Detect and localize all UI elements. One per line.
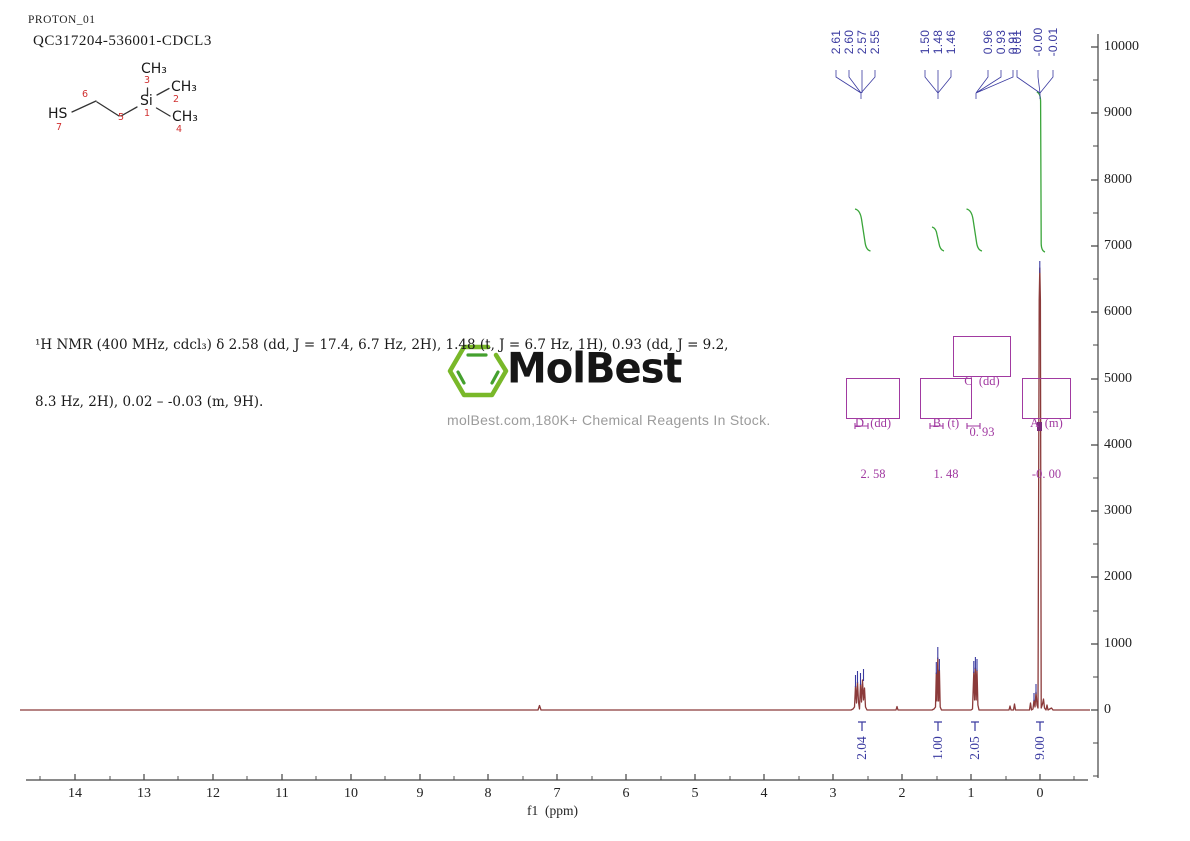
x-tick-14: 14 (68, 786, 82, 801)
nmr-assignment-text: ¹H NMR (400 MHz, cdcl₃) δ 2.58 (dd, J = … (35, 298, 728, 450)
nmr-assignment-line1: ¹H NMR (400 MHz, cdcl₃) δ 2.58 (dd, J = … (35, 337, 729, 353)
peak-label: 1.46 (944, 29, 958, 55)
atom-label-ch3-bottom: CH₃ (172, 109, 198, 125)
x-axis-title: f1 (ppm) (527, 803, 578, 818)
y-axis-minor-ticks (1093, 79, 1098, 777)
peak-label: -0.01 (1046, 27, 1060, 57)
atom-label-si: Si (140, 93, 153, 109)
integral-value-a: 9.00 (1032, 736, 1047, 760)
y-axis (1091, 34, 1099, 778)
multiplet-box-c: C (dd) 0. 93 (953, 336, 1011, 439)
molbest-brand-text: MolBest (507, 344, 683, 394)
atom-label-ch3-right: CH₃ (171, 79, 197, 95)
peak-label: 0.01 (1010, 29, 1024, 55)
multiplet-box-b: B (t) 1. 48 (920, 378, 972, 481)
integral-value-d: 2.04 (854, 736, 869, 760)
multiplet-box-d-shift: 2. 58 (860, 467, 886, 481)
multiplet-box-a-label: A (m) (1030, 416, 1063, 430)
peak-label: 2.60 (842, 29, 856, 55)
atom-number-3: 3 (144, 75, 151, 86)
multiplet-box-d: D (dd) 2. 58 (846, 378, 900, 481)
y-tick-1000: 1000 (1104, 636, 1132, 651)
sample-id: QC317204-536001-CDCL3 (33, 33, 212, 49)
y-tick-10000: 10000 (1104, 39, 1139, 54)
integral-curve-a (1036, 91, 1046, 253)
peak-label: 1.48 (931, 29, 945, 55)
x-tick-12: 12 (206, 786, 220, 801)
y-tick-6000: 6000 (1104, 304, 1132, 319)
x-axis-minor-ticks (39, 776, 1075, 780)
y-tick-2000: 2000 (1104, 569, 1132, 584)
x-tick-8: 8 (484, 786, 492, 801)
peak-label: 2.61 (829, 29, 843, 55)
x-tick-5: 5 (691, 786, 699, 801)
multiplet-box-c-label: C (dd) (964, 374, 1000, 388)
atom-number-6: 6 (82, 89, 89, 100)
integral-curve-c (966, 208, 983, 252)
multiplet-box-b-shift: 1. 48 (933, 467, 959, 481)
multiplet-box-a-shift: -0. 00 (1031, 467, 1062, 481)
integral-value-b: 1.00 (930, 736, 945, 760)
peak-label: 1.50 (918, 29, 932, 55)
x-tick-11: 11 (275, 786, 289, 801)
multiplet-box-c-shift: 0. 93 (969, 425, 995, 439)
multiplet-box-d-label: D (dd) (854, 416, 892, 430)
peak-label: 0.96 (981, 29, 995, 55)
peak-label-connectors (835, 70, 1054, 99)
x-tick-6: 6 (622, 786, 630, 801)
integral-curves (854, 91, 1046, 253)
y-tick-0: 0 (1104, 702, 1111, 717)
molbest-logo-icon (447, 344, 509, 398)
peak-pick-marks (854, 261, 1041, 701)
peak-label: 2.55 (868, 29, 882, 55)
peak-label: 2.57 (855, 29, 869, 55)
x-tick-9: 9 (416, 786, 424, 801)
x-tick-1: 1 (967, 786, 975, 801)
atom-label-hs: HS (48, 106, 68, 122)
x-tick-3: 3 (829, 786, 837, 801)
x-tick-13: 13 (137, 786, 151, 801)
integral-value-c: 2.05 (967, 736, 982, 760)
experiment-name: PROTON_01 (28, 14, 96, 26)
x-tick-10: 10 (344, 786, 358, 801)
x-tick-4: 4 (760, 786, 768, 801)
integral-curve-b (931, 226, 945, 252)
multiplet-range-brackets (854, 422, 1042, 431)
atom-label-ch3-top: CH₃ (141, 61, 167, 77)
x-axis-major-ticks (74, 774, 1041, 780)
x-tick-2: 2 (898, 786, 906, 801)
spectrum-trace (20, 267, 1090, 711)
y-tick-7000: 7000 (1104, 238, 1132, 253)
molbest-tagline: molBest.com,180K+ Chemical Reagents In S… (447, 412, 771, 428)
integral-curve-d (854, 208, 871, 252)
y-tick-3000: 3000 (1104, 503, 1132, 518)
x-tick-0: 0 (1036, 786, 1044, 801)
x-tick-7: 7 (553, 786, 561, 801)
y-tick-8000: 8000 (1104, 172, 1132, 187)
atom-number-2: 2 (173, 94, 180, 105)
nmr-assignment-line2: 8.3 Hz, 2H), 0.02 – -0.03 (m, 9H). (35, 394, 264, 410)
y-tick-4000: 4000 (1104, 437, 1132, 452)
atom-number-1: 1 (144, 108, 151, 119)
atom-number-7: 7 (56, 122, 63, 133)
integral-range-marks (858, 721, 1044, 731)
multiplet-box-a: A (m) -0. 00 (1022, 378, 1071, 481)
molecule-bonds (71, 87, 171, 117)
y-axis-major-ticks (1091, 46, 1098, 711)
y-tick-5000: 5000 (1104, 371, 1132, 386)
atom-number-4: 4 (176, 124, 183, 135)
atom-number-5: 5 (118, 112, 125, 123)
y-tick-9000: 9000 (1104, 105, 1132, 120)
peak-label: -0.00 (1031, 27, 1045, 57)
multiplet-box-b-label: B (t) (932, 416, 960, 430)
x-axis (26, 774, 1088, 781)
